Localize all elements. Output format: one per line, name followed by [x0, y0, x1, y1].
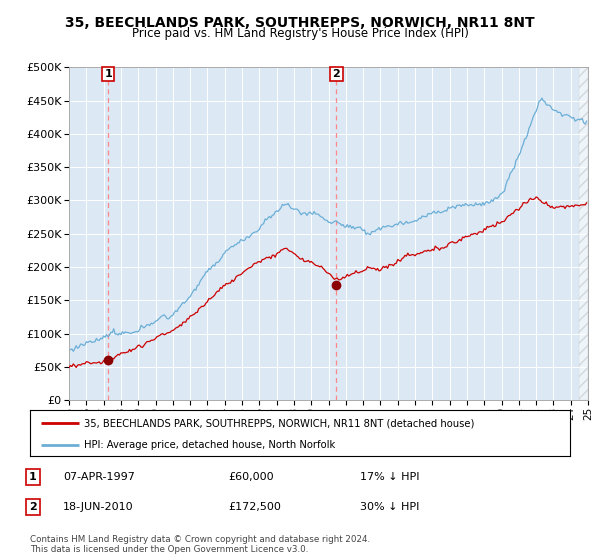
Text: 07-APR-1997: 07-APR-1997	[63, 472, 135, 482]
Text: Price paid vs. HM Land Registry's House Price Index (HPI): Price paid vs. HM Land Registry's House …	[131, 27, 469, 40]
Text: 1: 1	[104, 69, 112, 79]
Text: 35, BEECHLANDS PARK, SOUTHREPPS, NORWICH, NR11 8NT: 35, BEECHLANDS PARK, SOUTHREPPS, NORWICH…	[65, 16, 535, 30]
Text: £60,000: £60,000	[228, 472, 274, 482]
Text: 1: 1	[29, 472, 37, 482]
Text: 2: 2	[332, 69, 340, 79]
Text: 35, BEECHLANDS PARK, SOUTHREPPS, NORWICH, NR11 8NT (detached house): 35, BEECHLANDS PARK, SOUTHREPPS, NORWICH…	[84, 418, 475, 428]
Text: £172,500: £172,500	[228, 502, 281, 512]
Text: 30% ↓ HPI: 30% ↓ HPI	[360, 502, 419, 512]
Text: 17% ↓ HPI: 17% ↓ HPI	[360, 472, 419, 482]
Text: 18-JUN-2010: 18-JUN-2010	[63, 502, 134, 512]
Text: 2: 2	[29, 502, 37, 512]
Text: Contains HM Land Registry data © Crown copyright and database right 2024.
This d: Contains HM Land Registry data © Crown c…	[30, 535, 370, 554]
Text: HPI: Average price, detached house, North Norfolk: HPI: Average price, detached house, Nort…	[84, 440, 335, 450]
